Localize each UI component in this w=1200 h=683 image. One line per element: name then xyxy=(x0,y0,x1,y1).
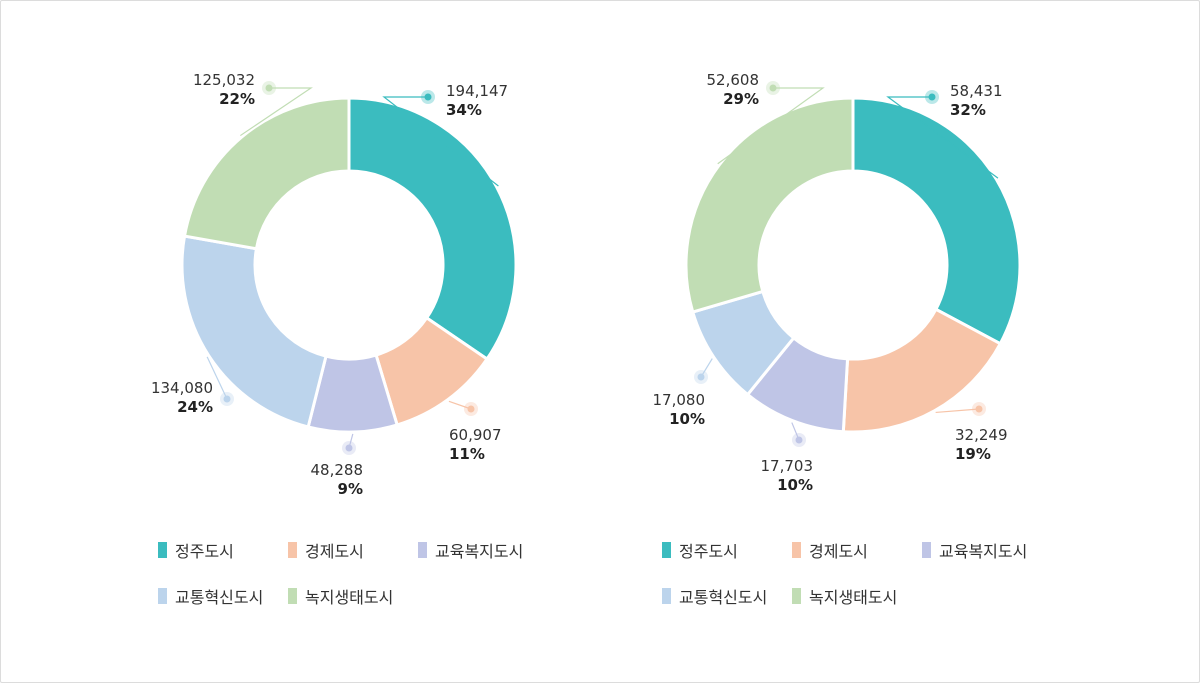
leader-dot-2 xyxy=(467,405,475,413)
value-label-1: 58,431 xyxy=(950,82,1003,100)
leader-line-2 xyxy=(935,408,980,414)
legend-swatch xyxy=(158,542,167,558)
percent-label-1: 34% xyxy=(446,101,482,119)
legend-swatch xyxy=(662,588,671,604)
donut-chart-2: 58,43132%32,24919%17,70310%17,08010%52,6… xyxy=(653,71,1022,494)
legend-label: 교육복지도시 xyxy=(939,542,1028,561)
legend-item-5: 녹지생태도시 xyxy=(792,584,922,608)
legend-label: 교통혁신도시 xyxy=(175,588,264,607)
legend-item-2: 경제도시 xyxy=(288,538,418,562)
legend-swatch xyxy=(792,542,801,558)
value-label-5: 125,032 xyxy=(193,71,255,89)
value-label-1: 194,147 xyxy=(446,82,508,100)
leader-line-5 xyxy=(717,87,825,165)
legend-swatch xyxy=(288,588,297,604)
leader-line-4 xyxy=(700,358,713,378)
value-label-4: 134,080 xyxy=(151,379,213,397)
donut-slice-4 xyxy=(180,234,328,429)
percent-label-2: 19% xyxy=(955,445,991,463)
leader-dot-4 xyxy=(223,395,231,403)
leader-dot-3 xyxy=(345,444,353,452)
percent-label-2: 11% xyxy=(449,445,485,463)
donut-slice-1 xyxy=(347,96,518,362)
legend-label: 경제도시 xyxy=(809,542,868,561)
donut-slice-5 xyxy=(684,96,855,314)
legend-item-4: 교통혁신도시 xyxy=(662,584,792,608)
leader-line-5 xyxy=(240,87,313,137)
legend-swatch xyxy=(792,588,801,604)
legend-item-4: 교통혁신도시 xyxy=(158,584,288,608)
legend-label: 정주도시 xyxy=(679,542,738,561)
legend-item-3: 교육복지도시 xyxy=(418,538,568,562)
value-label-2: 60,907 xyxy=(449,426,502,444)
donut-slice-5 xyxy=(182,96,351,251)
percent-label-5: 22% xyxy=(219,90,255,108)
leader-dot-1 xyxy=(928,93,936,101)
percent-label-3: 10% xyxy=(777,476,813,494)
legend-swatch xyxy=(662,542,671,558)
legend-swatch xyxy=(158,588,167,604)
leader-line-1 xyxy=(886,96,999,179)
leader-dot-4 xyxy=(697,373,705,381)
legend-item-5: 녹지생태도시 xyxy=(288,584,418,608)
legend-label: 경제도시 xyxy=(305,542,364,561)
legend-swatch xyxy=(418,542,427,558)
value-label-5: 52,608 xyxy=(707,71,760,89)
legend-swatch xyxy=(922,542,931,558)
value-label-3: 17,703 xyxy=(761,457,814,475)
value-label-4: 17,080 xyxy=(653,391,706,409)
percent-label-4: 24% xyxy=(177,398,213,416)
percent-label-3: 9% xyxy=(338,480,363,498)
legend-item-3: 교육복지도시 xyxy=(922,538,1072,562)
legend-swatch xyxy=(288,542,297,558)
legend-label: 정주도시 xyxy=(175,542,234,561)
percent-label-4: 10% xyxy=(669,410,705,428)
leader-line-2 xyxy=(448,400,472,410)
leader-dot-2 xyxy=(975,405,983,413)
legend-item-1: 정주도시 xyxy=(662,538,792,562)
leader-line-1 xyxy=(382,96,499,187)
leader-line-4 xyxy=(206,356,228,400)
leader-dot-1 xyxy=(424,93,432,101)
legend-label: 녹지생태도시 xyxy=(809,588,898,607)
value-label-3: 48,288 xyxy=(311,461,364,479)
leader-dot-3 xyxy=(795,436,803,444)
value-label-2: 32,249 xyxy=(955,426,1008,444)
percent-label-5: 29% xyxy=(723,90,759,108)
legend-label: 녹지생태도시 xyxy=(305,588,394,607)
percent-label-1: 32% xyxy=(950,101,986,119)
legend-item-1: 정주도시 xyxy=(158,538,288,562)
legend-label: 교육복지도시 xyxy=(435,542,524,561)
legend-label: 교통혁신도시 xyxy=(679,588,768,607)
leader-dot-5 xyxy=(265,84,273,92)
legend-item-2: 경제도시 xyxy=(792,538,922,562)
leader-dot-5 xyxy=(769,84,777,92)
donut-slice-1 xyxy=(851,96,1022,346)
